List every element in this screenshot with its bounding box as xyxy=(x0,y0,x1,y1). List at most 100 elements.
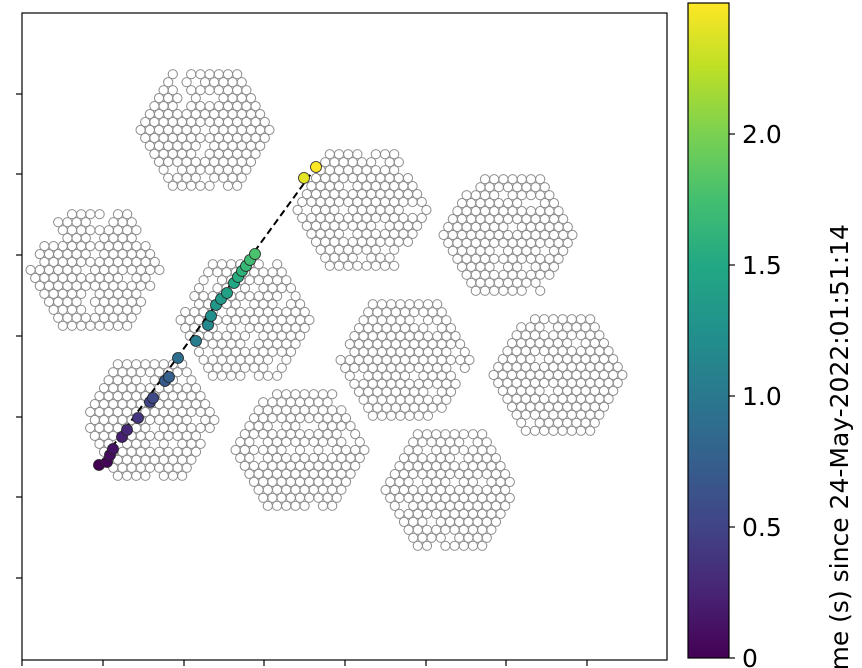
detector-circle xyxy=(484,261,495,272)
colorbar-tick-label: 1.5 xyxy=(742,251,782,280)
detector-circle xyxy=(140,422,151,434)
detector-circle xyxy=(598,338,610,349)
plot-area xyxy=(25,69,628,551)
detector-circle xyxy=(490,453,502,464)
detector-circle xyxy=(520,425,531,436)
detector-circle xyxy=(481,532,492,543)
detector-circle xyxy=(304,413,315,424)
plot-frame xyxy=(21,12,668,661)
detector-circle xyxy=(250,148,261,159)
detector-circle xyxy=(112,320,124,331)
detector-circle xyxy=(331,429,342,440)
detector-circle xyxy=(407,228,418,239)
detector-circle xyxy=(241,164,252,175)
detector-circle xyxy=(389,149,400,160)
detector-circle xyxy=(359,444,370,456)
detector-circle xyxy=(558,245,569,256)
detector-circle xyxy=(85,320,96,331)
detector-circle xyxy=(454,437,465,448)
track-point xyxy=(107,443,119,455)
detector-circle xyxy=(389,165,400,176)
detector-circle xyxy=(186,180,197,191)
detector-circle xyxy=(149,256,160,268)
detector-circle xyxy=(253,259,264,270)
detector-circle xyxy=(376,410,388,421)
detector-circle xyxy=(535,174,546,185)
detector-circle xyxy=(126,233,137,244)
detector-circle xyxy=(354,452,365,464)
detector-circle xyxy=(304,314,315,326)
detector-circle xyxy=(195,180,206,191)
detector-circle xyxy=(264,124,275,136)
detector-circle xyxy=(384,252,395,263)
detector-circle xyxy=(344,370,355,381)
detector-circle xyxy=(489,285,500,296)
detector-circle xyxy=(367,410,378,421)
detector-circle xyxy=(477,540,488,551)
detector-circle xyxy=(500,484,511,496)
detector-circle xyxy=(94,320,105,331)
track-point xyxy=(163,371,175,383)
detector-circle xyxy=(489,190,500,201)
detector-circle xyxy=(245,156,257,167)
detector-circle xyxy=(131,288,142,299)
colorbar-label: Time (s) since 24-May-2022:01:51:14 xyxy=(825,224,854,668)
detector-circle xyxy=(366,157,377,168)
detector-circle xyxy=(145,280,156,291)
detector-circle xyxy=(103,320,114,331)
detector-circle xyxy=(299,500,310,511)
detector-circle xyxy=(486,524,497,535)
detector-circle xyxy=(94,209,105,220)
detector-circle xyxy=(285,346,297,357)
detector-circle xyxy=(366,220,377,231)
detector-circle xyxy=(200,399,211,410)
detector-circle xyxy=(226,322,237,334)
detector-circle xyxy=(276,444,287,456)
detector-circle xyxy=(259,116,270,128)
detector-circle xyxy=(259,132,270,144)
detector-circle xyxy=(167,180,178,191)
track-point xyxy=(249,248,261,260)
detector-circle xyxy=(181,77,192,88)
detector-circle xyxy=(399,370,411,381)
detector-circle xyxy=(313,444,324,456)
detector-circle xyxy=(539,425,550,436)
detector-circle xyxy=(444,453,456,464)
detector-circle xyxy=(441,315,452,326)
detector-circle xyxy=(589,417,600,428)
detector-circle xyxy=(530,245,541,256)
detector-circle xyxy=(336,484,347,495)
detector-circle xyxy=(477,429,488,440)
detector-circle xyxy=(350,460,361,471)
detector-circle xyxy=(562,221,573,233)
detector-circle xyxy=(255,109,266,120)
detector-circle xyxy=(190,172,201,183)
detector-circle xyxy=(163,77,174,88)
detector-circle xyxy=(190,383,202,394)
detector-circle xyxy=(404,410,415,421)
colorbar-gradient xyxy=(688,3,729,658)
detector-circle xyxy=(534,322,545,333)
detector-circle xyxy=(557,425,568,436)
detector-circle xyxy=(232,180,243,191)
detector-circle xyxy=(445,370,457,381)
detector-circle xyxy=(258,362,269,373)
detector-circle xyxy=(345,421,356,432)
detector-circle xyxy=(566,425,577,436)
detector-circle xyxy=(204,406,215,418)
detector-circle xyxy=(354,436,365,448)
detector-circle xyxy=(167,85,178,96)
detector-circle xyxy=(167,69,178,80)
detector-circle xyxy=(290,338,301,349)
detector-circle xyxy=(612,361,623,373)
detector-circle xyxy=(481,437,492,448)
detector-circle xyxy=(495,461,506,472)
detector-circle xyxy=(516,417,527,428)
detector-circle xyxy=(255,140,266,151)
detector-circles xyxy=(25,69,628,551)
detector-circle xyxy=(236,172,247,183)
detector-circle xyxy=(548,261,560,272)
detector-circle xyxy=(324,260,335,271)
track-point xyxy=(298,172,310,184)
detector-circle xyxy=(299,306,310,318)
